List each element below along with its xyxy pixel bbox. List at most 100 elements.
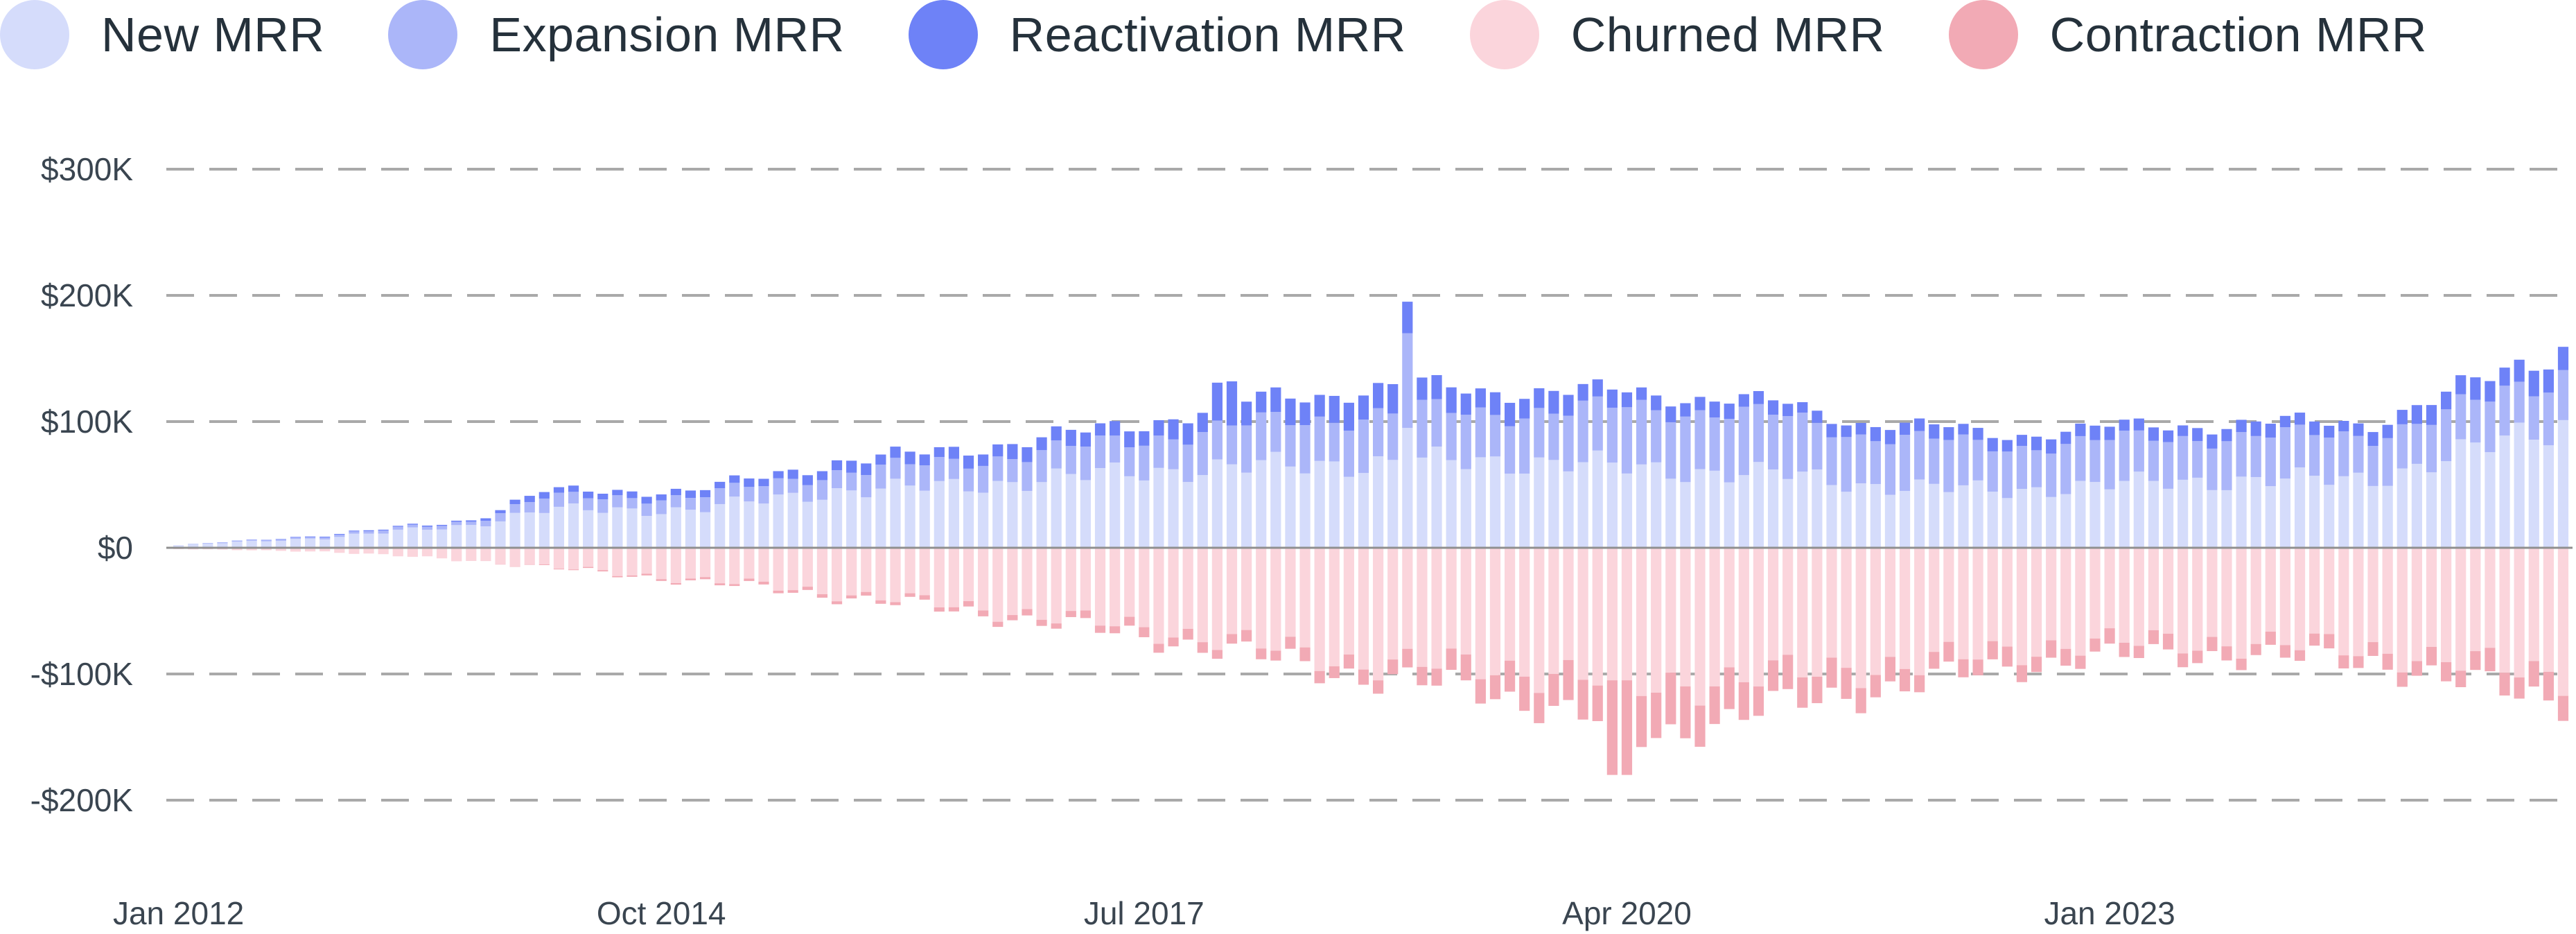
bar-reactivation-mrr-120[interactable] <box>1929 424 1940 439</box>
bar-new-mrr-0[interactable] <box>173 545 184 548</box>
bar-expansion-mrr-21[interactable] <box>480 521 491 527</box>
bar-churned-mrr-103[interactable] <box>1680 548 1691 686</box>
bar-expansion-mrr-155[interactable] <box>2441 409 2452 462</box>
bar-expansion-mrr-127[interactable] <box>2031 450 2042 487</box>
bar-churned-mrr-161[interactable] <box>2528 548 2539 661</box>
bar-expansion-mrr-45[interactable] <box>831 470 843 489</box>
bar-new-mrr-14[interactable] <box>378 533 389 548</box>
bar-churned-mrr-93[interactable] <box>1534 548 1545 693</box>
bar-contraction-mrr-74[interactable] <box>1256 648 1267 659</box>
bar-expansion-mrr-134[interactable] <box>2133 430 2144 472</box>
bar-contraction-mrr-25[interactable] <box>538 564 550 565</box>
bar-contraction-mrr-119[interactable] <box>1914 675 1925 693</box>
bar-expansion-mrr-47[interactable] <box>861 475 872 498</box>
bar-new-mrr-158[interactable] <box>2485 452 2496 548</box>
bar-contraction-mrr-53[interactable] <box>948 607 960 612</box>
bar-contraction-mrr-107[interactable] <box>1738 682 1749 720</box>
bar-new-mrr-115[interactable] <box>1855 483 1866 548</box>
bar-contraction-mrr-147[interactable] <box>2324 634 2335 649</box>
bar-new-mrr-130[interactable] <box>2075 481 2086 548</box>
legend-item-expansion-mrr[interactable]: Expansion MRR <box>388 0 844 69</box>
bar-churned-mrr-98[interactable] <box>1606 548 1618 681</box>
bar-contraction-mrr-45[interactable] <box>831 601 843 605</box>
bar-churned-mrr-76[interactable] <box>1285 548 1296 637</box>
bar-new-mrr-66[interactable] <box>1139 480 1150 548</box>
bar-expansion-mrr-149[interactable] <box>2353 435 2364 473</box>
bar-churned-mrr-61[interactable] <box>1065 548 1076 612</box>
bar-contraction-mrr-61[interactable] <box>1065 611 1076 617</box>
bar-reactivation-mrr-98[interactable] <box>1606 389 1618 408</box>
bar-churned-mrr-136[interactable] <box>2162 548 2174 634</box>
bar-contraction-mrr-103[interactable] <box>1680 686 1691 738</box>
bar-reactivation-mrr-142[interactable] <box>2250 421 2261 436</box>
bar-churned-mrr-46[interactable] <box>846 548 857 596</box>
bar-new-mrr-134[interactable] <box>2133 472 2144 548</box>
bar-expansion-mrr-65[interactable] <box>1124 447 1135 476</box>
bar-reactivation-mrr-147[interactable] <box>2324 426 2335 438</box>
bar-reactivation-mrr-115[interactable] <box>1855 422 1866 435</box>
bar-reactivation-mrr-105[interactable] <box>1709 401 1720 418</box>
bar-expansion-mrr-75[interactable] <box>1270 412 1281 452</box>
bar-new-mrr-106[interactable] <box>1724 482 1735 548</box>
bar-expansion-mrr-16[interactable] <box>407 524 418 528</box>
bar-new-mrr-80[interactable] <box>1343 476 1354 548</box>
bar-expansion-mrr-71[interactable] <box>1211 420 1223 460</box>
bar-churned-mrr-81[interactable] <box>1358 548 1369 670</box>
bar-contraction-mrr-35[interactable] <box>685 578 696 580</box>
bar-expansion-mrr-56[interactable] <box>992 456 1004 481</box>
bar-reactivation-mrr-23[interactable] <box>509 499 520 504</box>
bar-expansion-mrr-83[interactable] <box>1387 413 1399 460</box>
bar-new-mrr-87[interactable] <box>1446 460 1457 548</box>
bar-reactivation-mrr-29[interactable] <box>597 494 608 500</box>
bar-new-mrr-78[interactable] <box>1314 460 1325 548</box>
bar-expansion-mrr-55[interactable] <box>978 465 989 493</box>
bar-reactivation-mrr-79[interactable] <box>1329 395 1340 423</box>
bar-new-mrr-19[interactable] <box>451 525 462 548</box>
bar-reactivation-mrr-143[interactable] <box>2265 424 2276 438</box>
bar-contraction-mrr-30[interactable] <box>612 576 623 578</box>
bar-expansion-mrr-109[interactable] <box>1767 415 1779 470</box>
bar-churned-mrr-41[interactable] <box>773 548 784 591</box>
bar-expansion-mrr-138[interactable] <box>2192 441 2203 478</box>
legend-item-new-mrr[interactable]: New MRR <box>0 0 324 69</box>
bar-new-mrr-103[interactable] <box>1680 482 1691 548</box>
bar-churned-mrr-37[interactable] <box>715 548 726 584</box>
bar-churned-mrr-35[interactable] <box>685 548 696 579</box>
bar-reactivation-mrr-43[interactable] <box>802 475 813 485</box>
bar-contraction-mrr-134[interactable] <box>2133 646 2144 659</box>
bar-contraction-mrr-63[interactable] <box>1094 625 1106 633</box>
bar-contraction-mrr-92[interactable] <box>1519 676 1530 711</box>
bar-reactivation-mrr-116[interactable] <box>1870 426 1881 442</box>
bar-contraction-mrr-154[interactable] <box>2426 646 2437 666</box>
bar-churned-mrr-33[interactable] <box>656 548 667 580</box>
bar-expansion-mrr-60[interactable] <box>1051 440 1062 469</box>
bar-contraction-mrr-122[interactable] <box>1958 659 1969 677</box>
bar-expansion-mrr-31[interactable] <box>627 498 638 509</box>
bar-expansion-mrr-80[interactable] <box>1343 431 1354 477</box>
bar-contraction-mrr-109[interactable] <box>1767 660 1779 691</box>
bar-new-mrr-51[interactable] <box>919 490 930 548</box>
bar-reactivation-mrr-99[interactable] <box>1621 392 1633 408</box>
bar-churned-mrr-17[interactable] <box>421 548 433 557</box>
bar-expansion-mrr-59[interactable] <box>1036 450 1047 483</box>
bar-churned-mrr-57[interactable] <box>1007 548 1018 616</box>
bar-expansion-mrr-111[interactable] <box>1797 413 1808 472</box>
bar-churned-mrr-53[interactable] <box>948 548 960 607</box>
bar-expansion-mrr-29[interactable] <box>597 499 608 513</box>
bar-new-mrr-35[interactable] <box>685 510 696 548</box>
bar-churned-mrr-120[interactable] <box>1929 548 1940 652</box>
bar-reactivation-mrr-78[interactable] <box>1314 395 1325 417</box>
bar-reactivation-mrr-49[interactable] <box>890 447 901 458</box>
bar-reactivation-mrr-63[interactable] <box>1094 423 1106 436</box>
bar-expansion-mrr-22[interactable] <box>495 513 506 521</box>
bar-contraction-mrr-65[interactable] <box>1124 616 1135 626</box>
bar-churned-mrr-52[interactable] <box>934 548 945 607</box>
bar-contraction-mrr-43[interactable] <box>802 587 813 590</box>
bar-reactivation-mrr-100[interactable] <box>1636 387 1647 400</box>
bar-reactivation-mrr-65[interactable] <box>1124 431 1135 448</box>
bar-expansion-mrr-128[interactable] <box>2046 453 2057 497</box>
bar-reactivation-mrr-158[interactable] <box>2485 381 2496 402</box>
bar-expansion-mrr-82[interactable] <box>1373 408 1384 457</box>
bar-reactivation-mrr-27[interactable] <box>568 485 579 492</box>
bar-expansion-mrr-69[interactable] <box>1182 444 1193 483</box>
